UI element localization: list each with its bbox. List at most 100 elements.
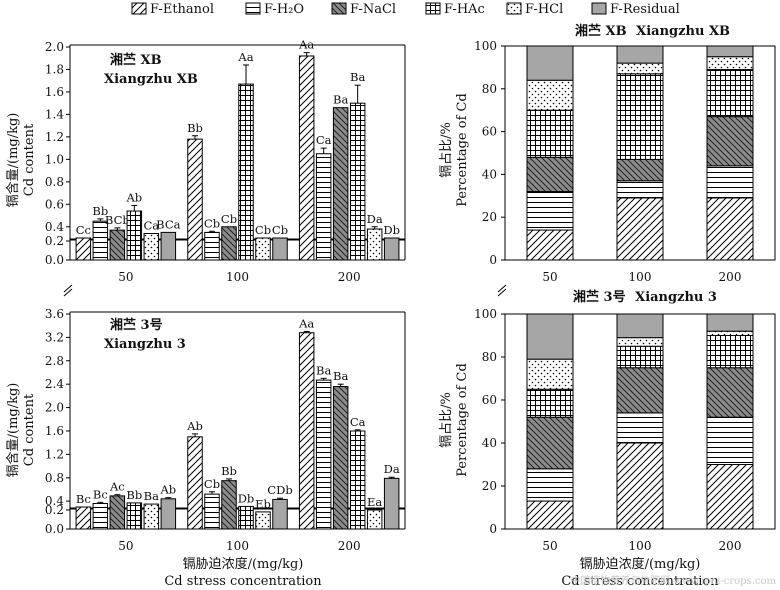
significance-label: Da <box>367 212 383 226</box>
bar-f-h2o <box>315 379 332 530</box>
y-tick-label: 0.2 <box>45 503 64 517</box>
y-tick-label: 1.6 <box>45 85 64 99</box>
y-tick-label: 80 <box>482 350 497 364</box>
legend-swatch-f-ethanol <box>131 2 147 15</box>
bar-f-nacl <box>332 386 349 530</box>
stack-segment-f-nacl <box>706 367 754 418</box>
xlabel-content-cn: 镉胁迫浓度/(mg/kg) <box>183 556 304 572</box>
legend-label-f-hac: F-HAc <box>444 2 485 17</box>
y-tick-label: 1.2 <box>45 447 64 461</box>
bar-f-hcl <box>366 228 383 261</box>
y-tick-label: 60 <box>482 393 497 407</box>
y-tick-label: 0 <box>489 253 497 267</box>
panel-percentage-xiangzhu-xb: 0 20 40 60 80 100 50 100 200 <box>474 39 776 284</box>
stack-segment-f-h2o <box>526 468 574 502</box>
significance-label: Bb <box>92 204 108 218</box>
significance-label: Cb <box>272 223 288 237</box>
ylabel-content-xb-en: Cd content <box>22 123 37 196</box>
bar-f-hac <box>126 210 143 261</box>
x-tick-label: 200 <box>719 270 742 284</box>
stack-segment-f-residual <box>616 45 664 64</box>
legend-label-f-nacl: F-NaCl <box>350 2 396 17</box>
bar-f-ethanol <box>298 55 315 261</box>
stack-segment-f-ethanol <box>706 464 754 530</box>
y-tick-label: 0.0 <box>45 253 64 267</box>
bar-f-ethanol <box>187 436 203 530</box>
stack-segment-f-hcl <box>616 337 664 347</box>
stack-segment-f-hcl <box>526 358 574 390</box>
bar-f-ethanol <box>187 138 203 261</box>
xlabel-pct-en: Cd stress concentration <box>561 574 719 589</box>
bar-f-h2o <box>315 153 332 261</box>
bar-f-hac <box>126 502 143 530</box>
significance-label: Bb <box>187 121 203 135</box>
bar-f-residual <box>272 237 288 261</box>
bar-f-hac <box>238 83 254 261</box>
bar-f-nacl <box>221 480 237 530</box>
bar-f-nacl <box>109 229 126 261</box>
y-tick-label: 1.0 <box>45 152 64 166</box>
significance-label: Cb <box>221 212 237 226</box>
ylabel-pct-xb-cn: 镉占比/% <box>438 122 454 178</box>
stack-segment-f-nacl <box>616 367 664 414</box>
x-tick-label: 200 <box>338 539 361 553</box>
significance-label: Aa <box>298 317 314 331</box>
legend-swatch-f-hcl <box>506 2 522 15</box>
ylabel-content-xb-cn: 镉含量/(mg/kg) <box>5 113 21 208</box>
axis-break-mark <box>497 284 507 293</box>
title-pct-xb-cn: 湘苎 XB <box>575 23 627 39</box>
bar-f-hac <box>349 102 366 261</box>
title-pct-xb-en: Xiangzhu XB <box>636 24 730 39</box>
stack-segment-f-h2o <box>616 412 664 444</box>
stack-segment-f-residual <box>526 313 574 360</box>
stack-segment-f-residual <box>526 45 574 81</box>
significance-label: Ab <box>125 190 142 204</box>
y-tick-label: 20 <box>482 479 497 493</box>
title-content-3-cn: 湘苎 3号 <box>110 317 163 333</box>
bar-f-nacl <box>332 107 349 261</box>
stack-segment-f-h2o <box>616 180 664 199</box>
significance-label: Bc <box>93 487 108 501</box>
significance-label: Ab <box>159 483 176 497</box>
significance-label: Ba <box>144 489 159 503</box>
y-tick-label: 2.8 <box>45 354 64 368</box>
significance-label: BCb <box>105 213 130 227</box>
x-tick-label: 50 <box>542 539 557 553</box>
x-tick-label: 100 <box>226 270 249 284</box>
title-content-xb-en: Xiangzhu XB <box>104 72 198 87</box>
stack-segment-f-h2o <box>706 165 754 199</box>
x-tick-label: 50 <box>118 270 133 284</box>
bar-f-hac <box>349 430 366 530</box>
title-pct-3-cn: 湘苎 3号 <box>573 289 626 305</box>
significance-label: Bb <box>221 464 237 478</box>
stack-segment-f-hcl <box>616 62 664 75</box>
y-tick-label: 1.2 <box>45 130 64 144</box>
stack-segment-f-hac <box>706 69 754 118</box>
legend-swatch-f-nacl <box>331 2 347 15</box>
y-tick-label: 20 <box>482 210 497 224</box>
legend-label-f-residual: F-Residual <box>610 2 680 17</box>
significance-label: Da <box>384 462 400 476</box>
y-tick-label: 1.6 <box>45 424 64 438</box>
significance-label: Ba <box>316 363 331 377</box>
title-pct-xb: 湘苎 XB Xiangzhu XB <box>575 23 730 39</box>
y-tick-label: 2.0 <box>45 40 64 54</box>
stack-segment-f-residual <box>706 313 754 332</box>
bar-f-hcl <box>255 511 271 530</box>
legend: F-Ethanol F-H₂O F-NaCl F-HAc F-HCl F-Residual <box>131 2 680 17</box>
panel-cd-content-xiangzhu-3: 0.00.20.40.81.21.62.02.42.83.23.6Bc BcAcB… <box>45 307 406 553</box>
bar-f-ethanol <box>298 332 315 530</box>
significance-label: Cb <box>204 477 220 491</box>
significance-label: Ba <box>333 369 348 383</box>
significance-label: Ac <box>109 480 125 494</box>
y-tick-label: 1.4 <box>45 107 64 121</box>
stack-segment-f-hcl <box>526 79 574 111</box>
y-tick-label: 40 <box>482 436 497 450</box>
y-tick-label: 60 <box>482 125 497 139</box>
panel-cd-content-xiangzhu-xb: 0.00.20.40.60.81.01.21.41.61.82.0CcBbBCb… <box>45 38 406 284</box>
stack-segment-f-h2o <box>706 416 754 466</box>
stack-segment-f-hcl <box>706 330 754 337</box>
stack-segment-f-ethanol <box>706 197 754 261</box>
bar-f-hcl <box>143 233 160 261</box>
